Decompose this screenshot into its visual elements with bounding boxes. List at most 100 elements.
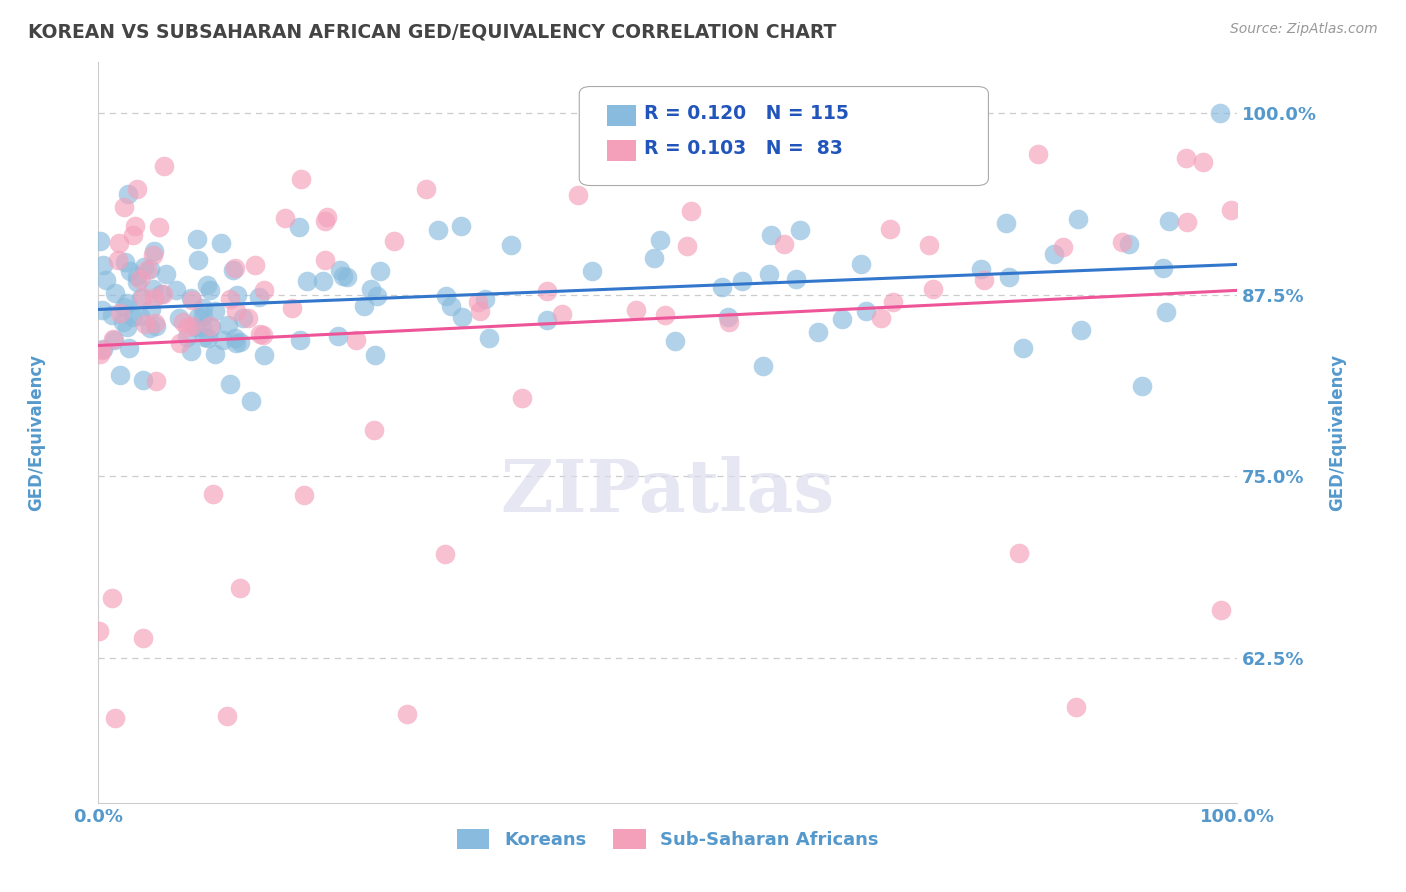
Point xyxy=(1052,240,1074,254)
Point xyxy=(200,320,222,334)
Point xyxy=(134,318,156,332)
Y-axis label: GED/Equivalency: GED/Equivalency xyxy=(1329,354,1347,511)
Point xyxy=(118,341,141,355)
Point xyxy=(219,292,242,306)
Point xyxy=(131,631,153,645)
Point xyxy=(395,707,418,722)
Point xyxy=(193,330,215,344)
Point xyxy=(427,223,450,237)
Point xyxy=(295,274,318,288)
Point xyxy=(89,346,111,360)
Point xyxy=(1177,215,1199,229)
Point xyxy=(191,309,214,323)
Point xyxy=(1157,214,1180,228)
Point xyxy=(129,291,152,305)
Point xyxy=(789,223,811,237)
Point xyxy=(243,259,266,273)
Point xyxy=(197,331,219,345)
Point xyxy=(664,334,686,348)
Point xyxy=(1191,155,1213,169)
Point xyxy=(90,343,112,357)
Point xyxy=(204,347,226,361)
Point xyxy=(312,274,335,288)
Point xyxy=(1008,546,1031,560)
Point xyxy=(108,236,131,251)
Point xyxy=(217,318,239,332)
Point xyxy=(169,336,191,351)
Point xyxy=(101,332,124,346)
Point xyxy=(127,268,149,283)
Point xyxy=(970,262,993,277)
Point xyxy=(222,262,245,277)
Point xyxy=(499,237,522,252)
Point xyxy=(232,310,254,325)
Point xyxy=(870,310,893,325)
Point xyxy=(114,255,136,269)
Point xyxy=(150,287,173,301)
Point xyxy=(229,581,252,595)
Legend: Koreans, Sub-Saharan Africans: Koreans, Sub-Saharan Africans xyxy=(450,822,886,856)
Point xyxy=(204,303,226,318)
Point xyxy=(186,232,208,246)
Point xyxy=(108,306,131,320)
Point xyxy=(101,591,124,606)
Point xyxy=(145,374,167,388)
Point xyxy=(184,319,207,334)
Point xyxy=(336,270,359,285)
Point xyxy=(1130,379,1153,393)
Text: ZIPatlas: ZIPatlas xyxy=(501,457,835,527)
Point xyxy=(450,219,472,233)
Point xyxy=(224,331,246,345)
Point xyxy=(1043,246,1066,260)
Point xyxy=(176,319,198,334)
Point xyxy=(785,272,807,286)
Point xyxy=(181,293,204,307)
Point xyxy=(326,329,349,343)
Point xyxy=(711,279,734,293)
Point xyxy=(225,336,247,351)
Point xyxy=(1070,323,1092,337)
Point xyxy=(118,263,141,277)
Point xyxy=(108,368,131,382)
Point xyxy=(467,295,489,310)
Point xyxy=(127,181,149,195)
Text: R = 0.120   N = 115: R = 0.120 N = 115 xyxy=(644,103,849,123)
Point xyxy=(198,319,221,334)
Point xyxy=(536,284,558,298)
Point xyxy=(1064,700,1087,714)
Point xyxy=(142,248,165,262)
Point xyxy=(155,267,177,281)
Point xyxy=(434,289,457,303)
Point xyxy=(451,310,474,324)
Point xyxy=(173,315,195,329)
Point xyxy=(186,310,208,324)
Point xyxy=(112,201,135,215)
Point xyxy=(252,327,274,342)
Point xyxy=(849,256,872,270)
Point xyxy=(180,318,202,333)
Point xyxy=(209,236,232,251)
Point xyxy=(1012,341,1035,355)
Point xyxy=(191,320,214,334)
Point xyxy=(142,291,165,305)
Point xyxy=(100,309,122,323)
Point xyxy=(219,377,242,392)
Point xyxy=(1220,202,1243,217)
Point xyxy=(112,314,135,328)
Point xyxy=(212,334,235,348)
Point xyxy=(676,239,699,253)
Point xyxy=(165,283,187,297)
Point xyxy=(434,547,457,561)
Point xyxy=(643,252,665,266)
Text: R = 0.103   N =  83: R = 0.103 N = 83 xyxy=(644,139,842,159)
Point xyxy=(148,220,170,235)
Point xyxy=(253,348,276,362)
Point xyxy=(478,331,501,345)
Point xyxy=(89,234,111,248)
Point xyxy=(314,253,336,268)
Point xyxy=(624,303,647,318)
Point xyxy=(752,359,775,374)
Point xyxy=(292,488,315,502)
Point xyxy=(195,277,218,292)
Point xyxy=(87,624,110,638)
